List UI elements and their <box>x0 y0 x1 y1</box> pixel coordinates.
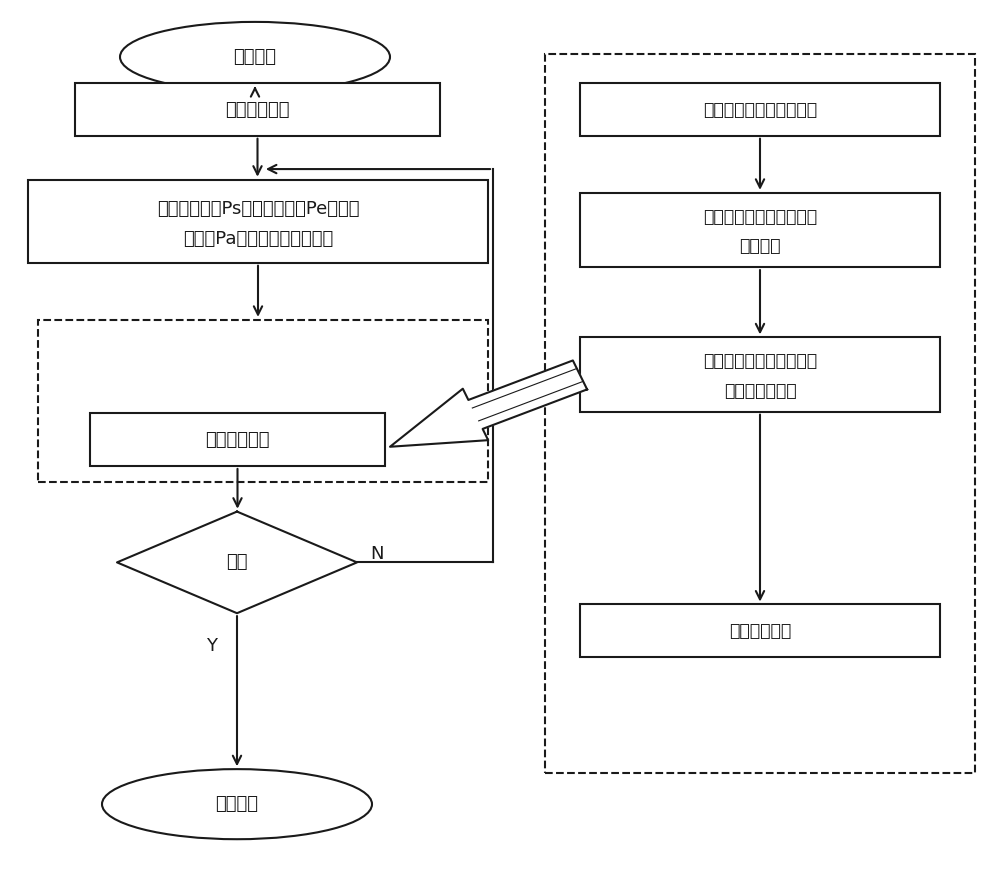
Bar <box>580 337 940 412</box>
Text: 摆动轨迹插补: 摆动轨迹插补 <box>205 431 270 449</box>
Ellipse shape <box>120 22 390 92</box>
Text: 摆动开始: 摆动开始 <box>234 48 276 66</box>
Text: 到位: 到位 <box>226 554 248 571</box>
Bar <box>580 604 940 657</box>
Text: 建立动态局部摆动坐标系: 建立动态局部摆动坐标系 <box>703 101 817 118</box>
Text: N: N <box>370 545 384 562</box>
Text: Y: Y <box>207 638 218 655</box>
Text: 叠加向量: 叠加向量 <box>739 237 781 255</box>
Ellipse shape <box>102 769 372 839</box>
Bar <box>28 180 488 263</box>
Polygon shape <box>390 360 587 447</box>
Text: 加至主运动轨迹: 加至主运动轨迹 <box>724 382 796 399</box>
Text: 摆动结束: 摆动结束 <box>216 795 258 813</box>
Bar <box>90 413 385 466</box>
Text: 辅助点Pa计算平面焊件法向量: 辅助点Pa计算平面焊件法向量 <box>183 230 333 249</box>
Text: 由焊接起始点Ps、焊接终止点Pe、焊接: 由焊接起始点Ps、焊接终止点Pe、焊接 <box>157 200 359 218</box>
Text: 轨迹参数给定: 轨迹参数给定 <box>225 101 290 118</box>
Bar <box>545 54 975 773</box>
Bar <box>75 83 440 136</box>
Polygon shape <box>117 512 357 613</box>
Bar <box>38 320 488 482</box>
Bar <box>580 83 940 136</box>
Text: 由当前摆动周期构建空间: 由当前摆动周期构建空间 <box>703 208 817 225</box>
Text: 形成复合运动: 形成复合运动 <box>729 622 791 639</box>
Bar <box>580 193 940 267</box>
Text: 引入实际摆焊轨迹函数叠: 引入实际摆焊轨迹函数叠 <box>703 352 817 370</box>
